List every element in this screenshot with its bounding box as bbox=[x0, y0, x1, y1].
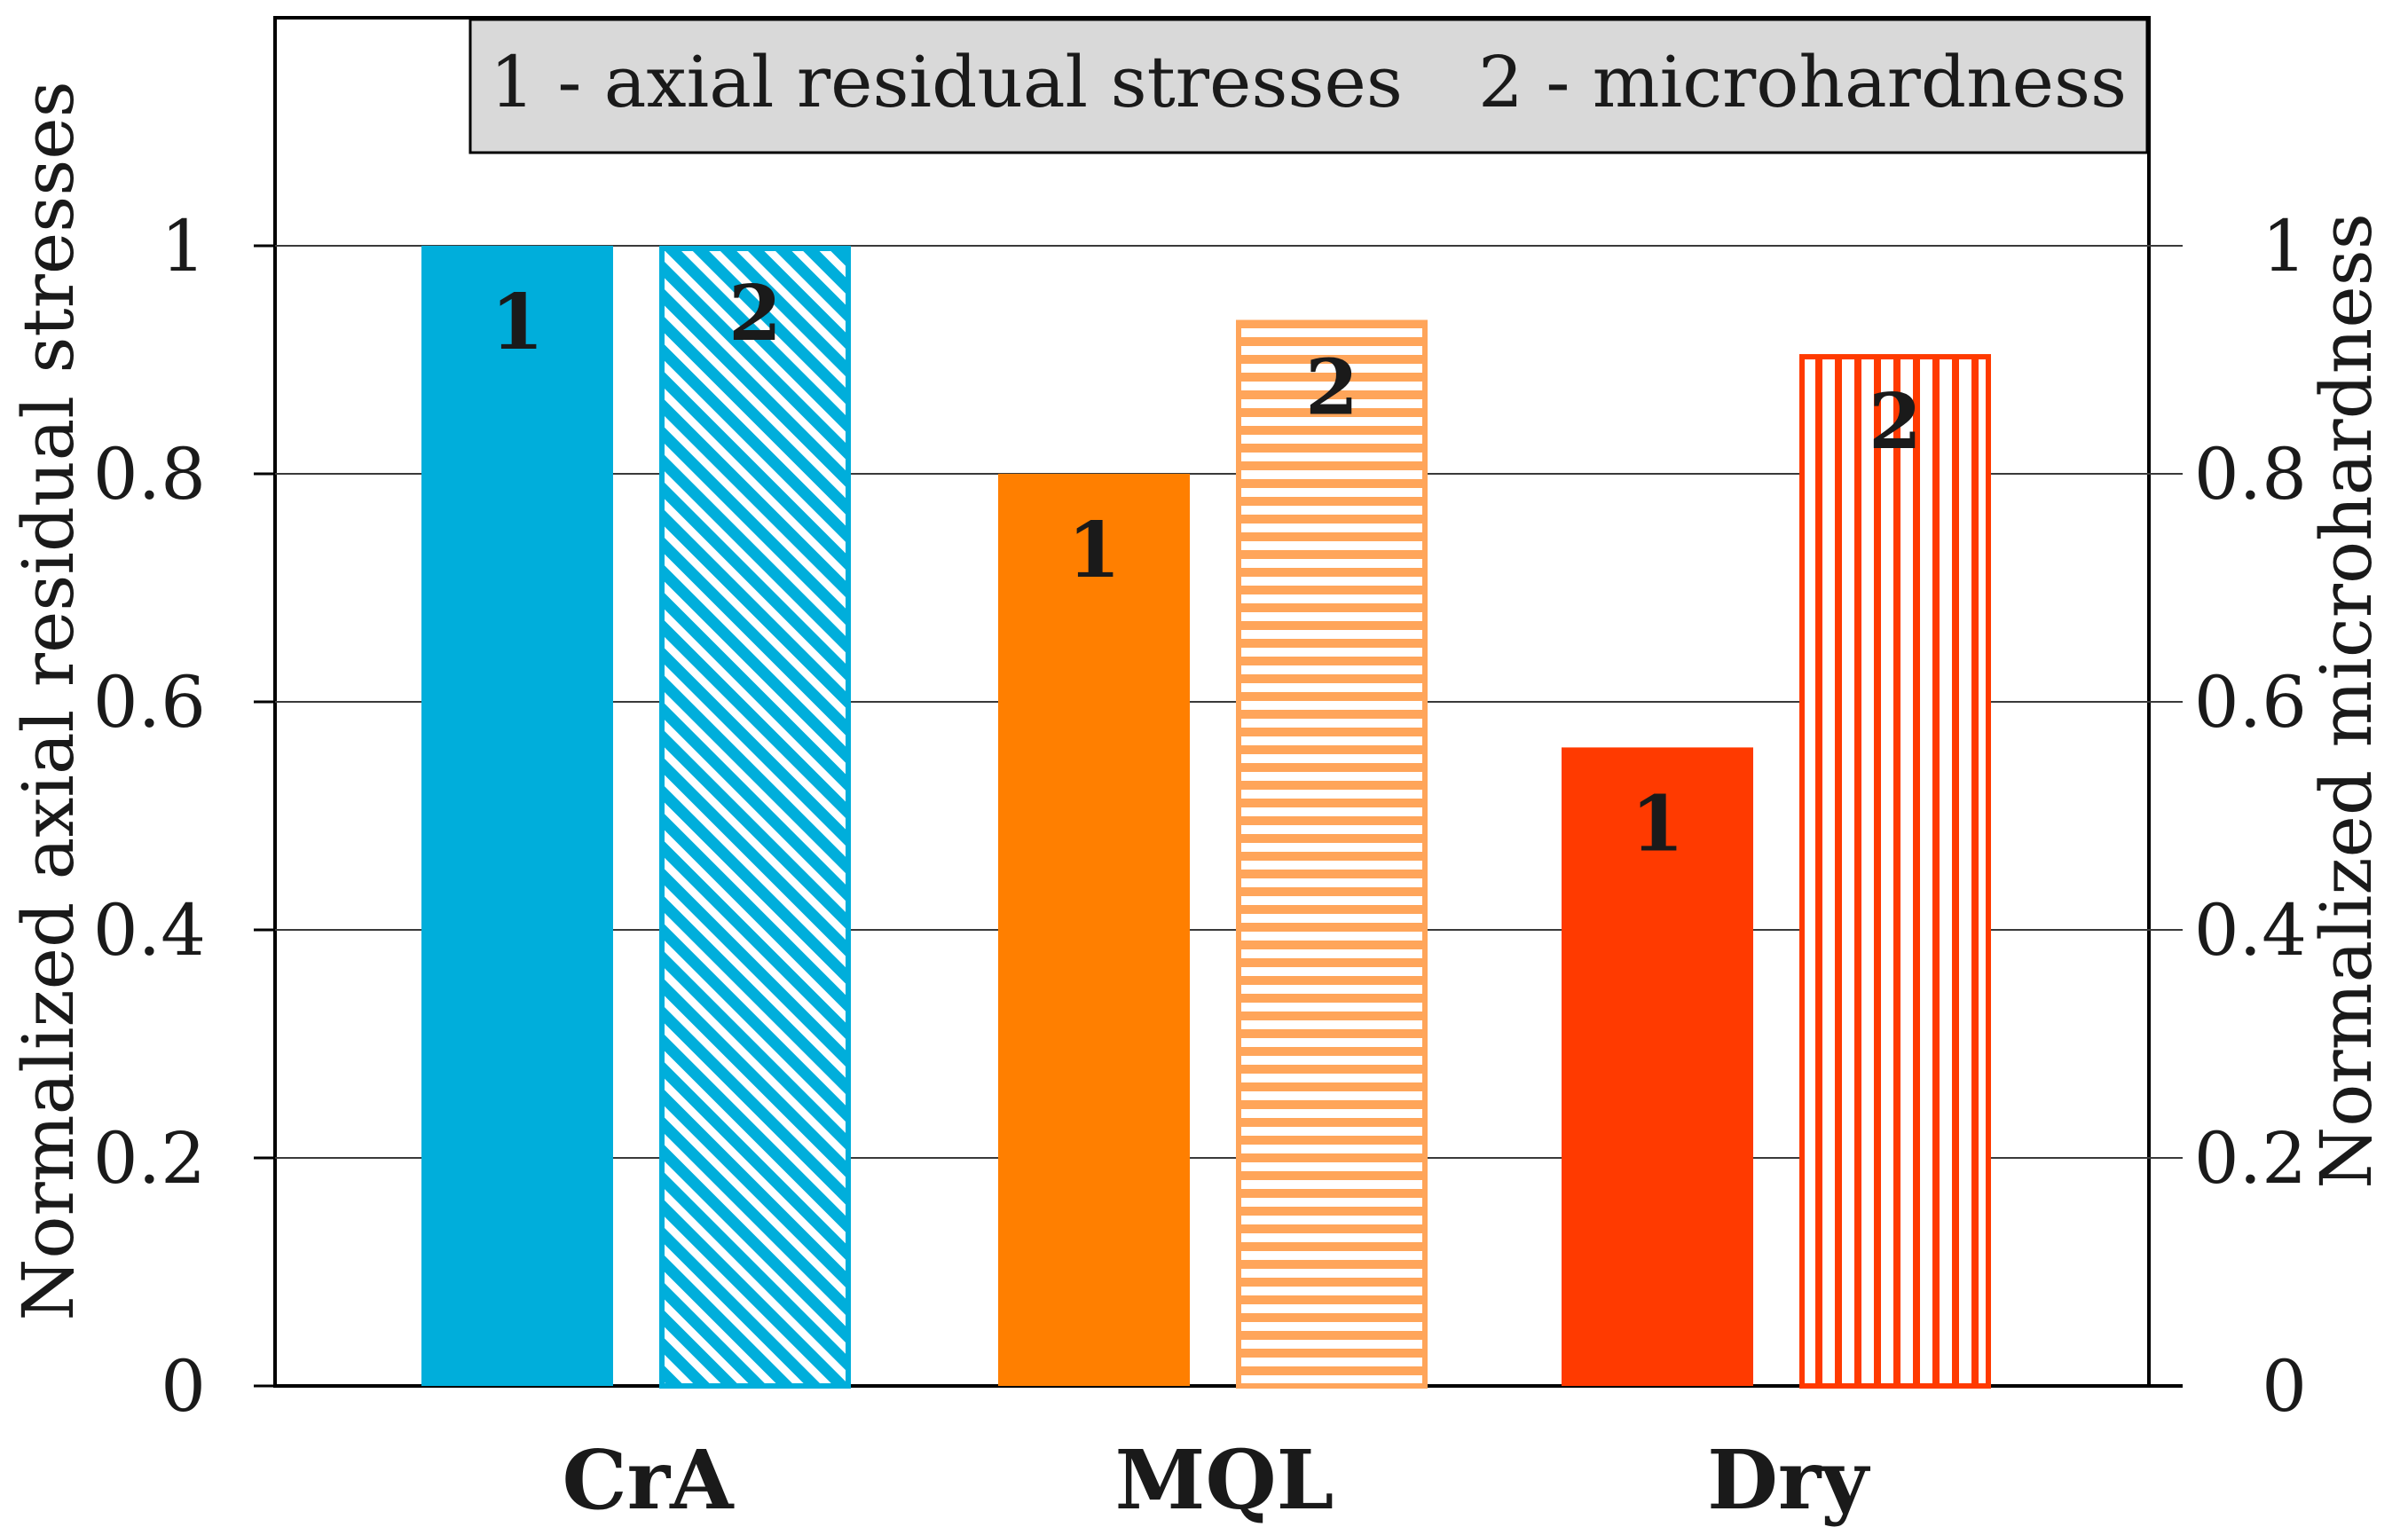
right-tick-label: 0.8 bbox=[2194, 433, 2307, 516]
bar-label-1: 1 bbox=[1067, 506, 1121, 595]
bar-mql-microhardness bbox=[1236, 319, 1428, 1389]
bar-cra-microhardness bbox=[659, 246, 851, 1389]
category-labels: CrA MQL Dry bbox=[562, 1432, 1870, 1528]
bar-label-1: 1 bbox=[1631, 779, 1684, 869]
legend-box bbox=[468, 18, 2149, 154]
right-axis-ticks: 0 0.2 0.4 0.6 0.8 1 bbox=[2194, 205, 2307, 1428]
bar-label-2: 2 bbox=[728, 269, 782, 358]
left-tick-label: 0.2 bbox=[93, 1117, 206, 1200]
bars: 1 2 1 2 1 2 bbox=[421, 246, 1991, 1389]
bar-dry-microhardness bbox=[1799, 354, 1991, 1389]
category-label-cra: CrA bbox=[562, 1432, 735, 1528]
left-tick-label: 0.6 bbox=[93, 661, 206, 744]
left-tick-label: 0.8 bbox=[93, 433, 206, 516]
legend: 1 - axial residual stresses 2 - microhar… bbox=[468, 18, 2149, 154]
right-tick-label: 1 bbox=[2262, 205, 2307, 287]
left-tick-label: 0 bbox=[161, 1345, 206, 1428]
right-tick-label: 0.4 bbox=[2194, 889, 2307, 972]
category-label-mql: MQL bbox=[1115, 1432, 1334, 1528]
right-tick-label: 0 bbox=[2262, 1345, 2307, 1428]
left-axis-ticks: 0 0.2 0.4 0.6 0.8 1 bbox=[93, 205, 275, 1428]
bar-label-2: 2 bbox=[1305, 343, 1358, 433]
right-tick-label: 0.6 bbox=[2194, 661, 2307, 744]
bar-dry-axial-residual-stresses bbox=[1562, 747, 1753, 1386]
bar-label-2: 2 bbox=[1869, 377, 1922, 467]
legend-entry-1: 1 - axial residual stresses bbox=[490, 41, 1403, 123]
right-tick-label: 0.2 bbox=[2194, 1117, 2307, 1200]
category-label-dry: Dry bbox=[1707, 1432, 1870, 1528]
bar-mql-axial-residual-stresses bbox=[998, 474, 1190, 1386]
left-tick-label: 1 bbox=[161, 205, 206, 287]
bar-label-1: 1 bbox=[491, 278, 544, 367]
left-tick-label: 0.4 bbox=[93, 889, 206, 972]
legend-entry-2: 2 - microhardness bbox=[1478, 41, 2127, 123]
y-axis-title-left: Normalized axial residual stresses bbox=[7, 81, 90, 1320]
bar-cra-axial-residual-stresses bbox=[421, 246, 613, 1386]
y-axis-title-right: Normalized microhardness bbox=[2305, 213, 2388, 1189]
